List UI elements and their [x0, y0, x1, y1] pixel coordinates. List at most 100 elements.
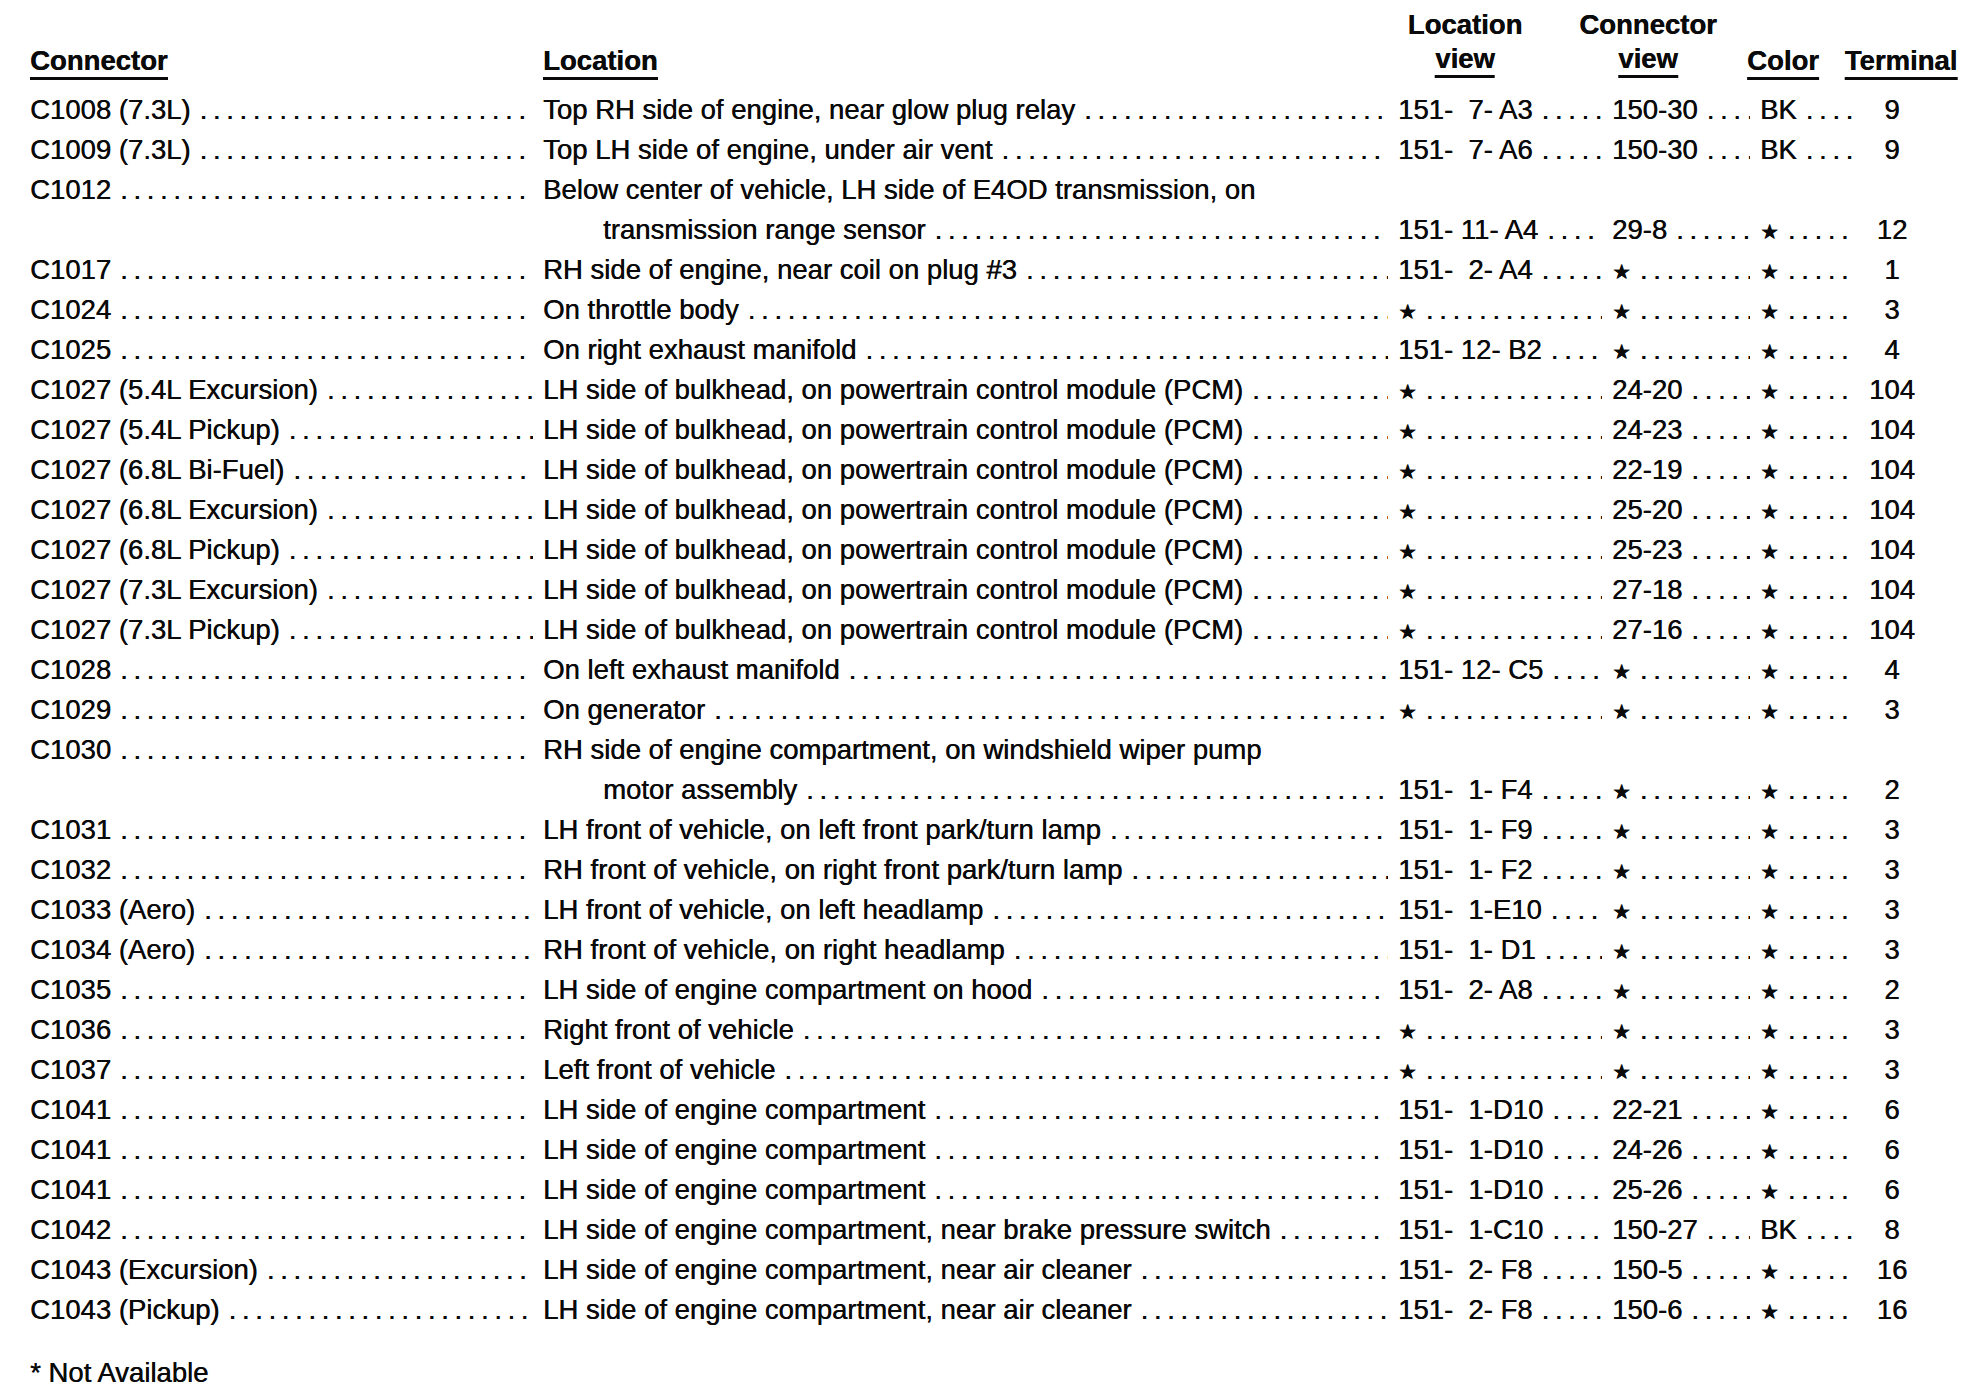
color-cell: BK: [1760, 130, 1862, 170]
terminal-cell: 104: [1862, 450, 1922, 490]
dot-leader: [1691, 410, 1750, 450]
dot-leader: [1788, 490, 1852, 530]
dot-leader: [1640, 930, 1750, 970]
terminal-cell: 104: [1862, 530, 1922, 570]
terminal-value: 2: [1884, 974, 1899, 1005]
not-available-star: ★: [1760, 252, 1779, 292]
terminal-cell: 4: [1862, 650, 1922, 690]
connector-id: C1029: [30, 690, 111, 730]
dot-leader: [1552, 650, 1602, 690]
location-cell: On right exhaust manifold: [543, 330, 1398, 370]
location-cell: LH side of bulkhead, on powertrain contr…: [543, 570, 1398, 610]
location-text: Top LH side of engine, under air vent: [543, 130, 992, 170]
dot-leader: [1806, 1210, 1852, 1250]
location-cell: LH side of bulkhead, on powertrain contr…: [543, 610, 1398, 650]
color-cell: ★: [1760, 1250, 1862, 1292]
dot-leader: [1001, 130, 1388, 170]
dot-leader: [1788, 450, 1852, 490]
connector-view-cell: ★: [1612, 970, 1760, 1012]
connector-id: C1027 (6.8L Excursion): [30, 490, 318, 530]
connector-id: C1033 (Aero): [30, 890, 195, 930]
table-row: C1027 (7.3L Excursion)LH side of bulkhea…: [0, 570, 1984, 610]
not-available-star: ★: [1760, 332, 1779, 372]
connector-cell: C1041: [30, 1090, 543, 1130]
dot-leader: [200, 130, 533, 170]
dot-leader: [1131, 850, 1388, 890]
terminal-value: 3: [1884, 894, 1899, 925]
not-available-star: ★: [1760, 292, 1779, 332]
connector-cell: C1017: [30, 250, 543, 290]
dot-leader: [204, 930, 533, 970]
dot-leader: [1640, 850, 1750, 890]
terminal-value: 16: [1877, 1294, 1908, 1325]
dot-leader: [120, 690, 533, 730]
connector-cell: C1043 (Excursion): [30, 1250, 543, 1290]
not-available-star: ★: [1612, 892, 1631, 932]
connector-cell: C1043 (Pickup): [30, 1290, 543, 1330]
location-view-value: 151- 2- F8: [1398, 1250, 1533, 1290]
not-available-star: ★: [1760, 452, 1779, 492]
dot-leader: [1252, 370, 1388, 410]
terminal-value: 3: [1884, 294, 1899, 325]
dot-leader: [1552, 1130, 1602, 1170]
location-view-value: 151- 1-E10: [1398, 890, 1542, 930]
terminal-cell: 6: [1862, 1130, 1922, 1170]
location-text: LH side of bulkhead, on powertrain contr…: [543, 370, 1243, 410]
color-cell: ★: [1760, 450, 1862, 492]
connector-view-cell: ★: [1612, 690, 1760, 732]
dot-leader: [1426, 490, 1602, 530]
not-available-star: ★: [1612, 1052, 1631, 1092]
table-body: C1008 (7.3L)Top RH side of engine, near …: [0, 90, 1984, 1330]
location-cell: Left front of vehicle: [543, 1050, 1398, 1090]
dot-leader: [327, 570, 533, 610]
not-available-star: ★: [1398, 532, 1417, 572]
terminal-value: 3: [1884, 694, 1899, 725]
terminal-cell: 104: [1862, 490, 1922, 530]
dot-leader: [1542, 250, 1602, 290]
not-available-star: ★: [1760, 652, 1779, 692]
table-row: C1028On left exhaust manifold151- 12- C5…: [0, 650, 1984, 690]
terminal-value: 104: [1869, 454, 1915, 485]
terminal-value: 104: [1869, 534, 1915, 565]
dot-leader: [1788, 210, 1852, 250]
dot-leader: [229, 1290, 533, 1330]
terminal-value: 104: [1869, 494, 1915, 525]
dot-leader: [1788, 290, 1852, 330]
location-text: RH front of vehicle, on right front park…: [543, 850, 1122, 890]
terminal-cell: 2: [1862, 770, 1922, 810]
dot-leader: [267, 1250, 533, 1290]
location-text: RH side of engine, near coil on plug #3: [543, 250, 1017, 290]
location-text: Below center of vehicle, LH side of E4OD…: [543, 170, 1255, 210]
dot-leader: [1141, 1290, 1388, 1330]
location-view-cell: 151- 7- A3: [1398, 90, 1612, 130]
dot-leader: [1691, 530, 1750, 570]
terminal-cell: 4: [1862, 330, 1922, 370]
terminal-value: 4: [1884, 334, 1899, 365]
terminal-value: 3: [1884, 934, 1899, 965]
dot-leader: [289, 610, 533, 650]
connector-id: C1024: [30, 290, 111, 330]
location-text: LH side of engine compartment, near brak…: [543, 1210, 1271, 1250]
dot-leader: [1640, 770, 1750, 810]
location-cell: On throttle body: [543, 290, 1398, 330]
color-cell: ★: [1760, 530, 1862, 572]
connector-view-cell: 24-20: [1612, 370, 1760, 410]
terminal-cell: 8: [1862, 1210, 1922, 1250]
dot-leader: [120, 250, 533, 290]
dot-leader: [120, 850, 533, 890]
not-available-star: ★: [1612, 932, 1631, 972]
location-cell: RH front of vehicle, on right front park…: [543, 850, 1398, 890]
terminal-value: 104: [1869, 574, 1915, 605]
table-row: C1032RH front of vehicle, on right front…: [0, 850, 1984, 890]
location-view-cell: ★: [1398, 490, 1612, 532]
dot-leader: [1542, 1290, 1602, 1330]
table-row: transmission range sensor151- 11- A429-8…: [0, 210, 1984, 250]
connector-cell: C1042: [30, 1210, 543, 1250]
terminal-value: 1: [1884, 254, 1899, 285]
dot-leader: [1542, 970, 1602, 1010]
connector-view-value: 25-23: [1612, 530, 1682, 570]
location-text: LH side of bulkhead, on powertrain contr…: [543, 410, 1243, 450]
dot-leader: [806, 770, 1388, 810]
dot-leader: [1014, 930, 1388, 970]
terminal-value: 3: [1884, 854, 1899, 885]
